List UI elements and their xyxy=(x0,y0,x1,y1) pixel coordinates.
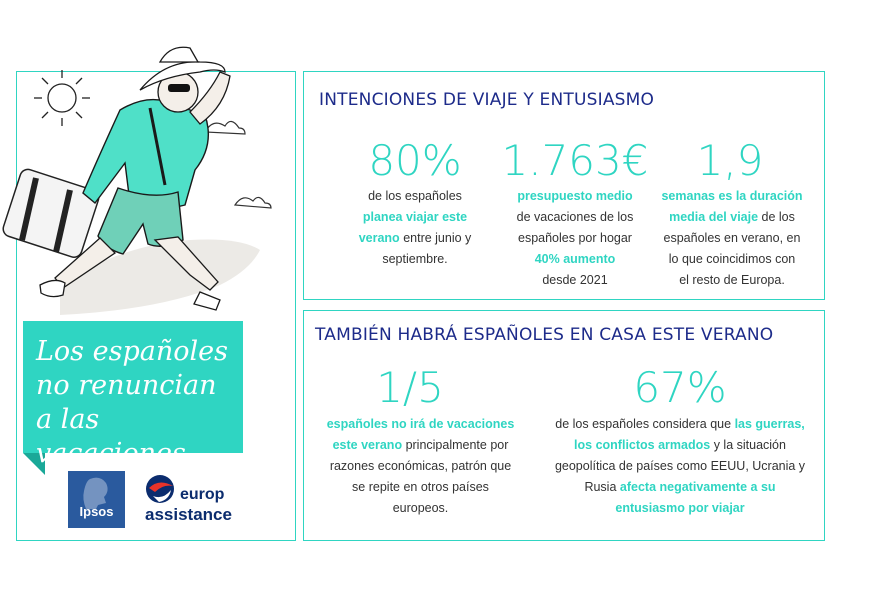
cloud-icon xyxy=(233,196,272,209)
europ-wordmark: europ xyxy=(180,486,225,503)
stat-67-description: de los españoles considera que las guerr… xyxy=(554,417,806,515)
banner-fold xyxy=(23,453,45,475)
suitcase-icon xyxy=(2,168,100,258)
sun-icon xyxy=(34,70,90,126)
title-banner xyxy=(23,321,243,453)
europ-assistance-logo-icon xyxy=(146,475,174,503)
stat-budget-description: presupuesto medio de vacaciones de los e… xyxy=(516,189,634,287)
assistance-wordmark: assistance xyxy=(145,505,232,524)
banner-title: Los españoles no renuncian a las vacacio… xyxy=(36,336,228,469)
top-section-heading: INTENCIONES DE VIAJE Y ENTUSIASMO xyxy=(319,90,655,110)
left-panel xyxy=(16,71,296,541)
travel-intentions-box xyxy=(303,71,825,300)
stat-67-value: 67% xyxy=(633,363,727,412)
traveler-illustration xyxy=(2,46,272,315)
bottom-section-heading: TAMBIÉN HABRÁ ESPAÑOLES EN CASA ESTE VER… xyxy=(315,325,774,345)
ipsos-wordmark: Ipsos xyxy=(79,504,114,519)
ipsos-logo xyxy=(68,471,125,528)
stat-weeks-value: 1,9 xyxy=(696,136,764,185)
ipsos-head-icon xyxy=(83,477,108,509)
stat-80-description: de los españoles planea viajar este vera… xyxy=(358,189,472,266)
cloud-icon xyxy=(203,120,246,135)
stat-weeks-description: semanas es la duración media del viaje d… xyxy=(661,189,803,287)
stat-one-fifth-value: 1/5 xyxy=(376,363,444,412)
staying-home-box xyxy=(303,310,825,541)
stat-budget-value: 1.763€ xyxy=(501,136,649,185)
stat-one-fifth-description: españoles no irá de vacaciones este vera… xyxy=(326,417,515,515)
stat-80-value: 80% xyxy=(368,136,462,185)
